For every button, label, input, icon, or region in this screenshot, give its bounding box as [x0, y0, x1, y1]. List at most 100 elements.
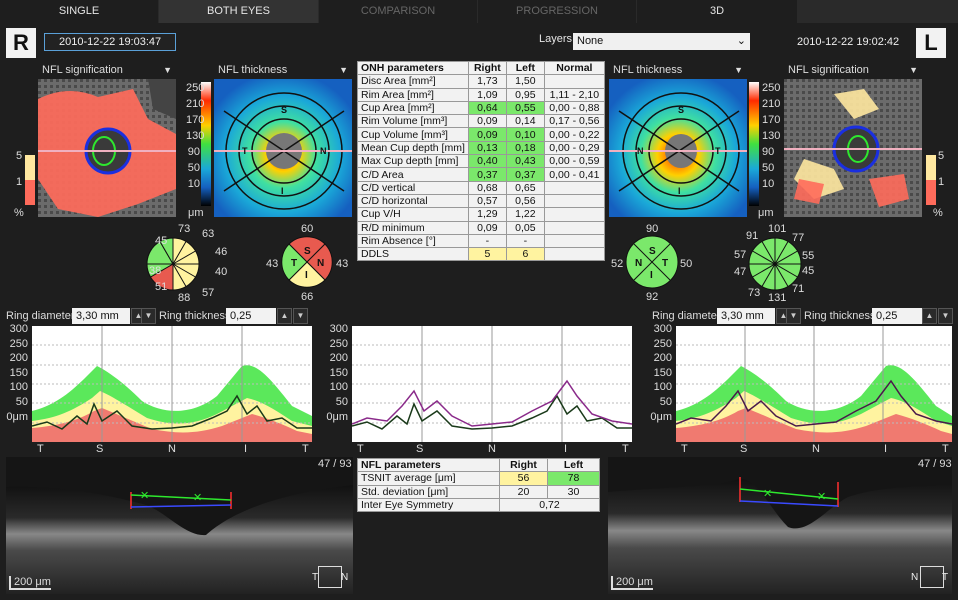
left-nfl-signification-dropdown[interactable]: NFL signification ▼	[784, 62, 922, 78]
ring-diameter-input[interactable]: 3,30 mm	[717, 308, 775, 324]
ring-thickness-up[interactable]: ▲	[277, 308, 292, 324]
x-tick: N	[168, 443, 176, 455]
cell: 0,40	[467, 154, 507, 169]
ring-diameter-down[interactable]: ▼	[786, 308, 801, 324]
sig-scale-1: 1	[16, 176, 23, 188]
cell: 0,00 - 0,88	[543, 100, 605, 116]
y-tick: 300	[329, 323, 348, 335]
sig-scale-percent: %	[14, 207, 24, 219]
y-tick: 0μm	[650, 410, 672, 423]
cell: 1,50	[505, 74, 545, 89]
layers-select[interactable]: None ⌄	[573, 33, 750, 50]
y-tick: 100	[653, 381, 672, 394]
y-tick: 200	[9, 352, 28, 365]
quad-value-i: 66	[301, 291, 313, 303]
y-tick: 0μm	[6, 410, 28, 423]
right-oct-direction-box	[318, 566, 342, 588]
sig-scale-5: 5	[16, 150, 23, 162]
x-tick: T	[37, 443, 44, 455]
cell: R/D minimum	[357, 220, 469, 235]
quad-label-i: I	[678, 186, 681, 196]
cell	[543, 247, 605, 262]
direction-label: T	[312, 572, 319, 583]
quad-value-t: 50	[680, 258, 692, 270]
quad-value-s: 90	[646, 223, 658, 235]
thickness-color-scale	[201, 82, 211, 206]
cell	[543, 207, 605, 222]
y-tick: 100	[329, 381, 348, 394]
cell: 30	[547, 484, 600, 499]
cell: 78	[547, 471, 600, 486]
quad-label-n: N	[637, 146, 644, 156]
cell: 0,55	[505, 100, 545, 116]
tab-both-eyes[interactable]: BOTH EYES	[159, 0, 318, 23]
left-nfl-thickness-dropdown[interactable]: NFL thickness ▼	[609, 62, 747, 78]
nfl-header-right: Right	[499, 457, 548, 473]
cell: 0,00 - 0,29	[543, 140, 605, 156]
cell: 0,57	[467, 193, 507, 209]
left-oct-page: 47 / 93	[918, 458, 952, 470]
cell: Cup V/H	[357, 207, 469, 222]
chevron-down-icon: ▼	[734, 65, 743, 75]
ring-diameter-label: Ring diameter	[652, 310, 721, 322]
dropdown-label: NFL signification	[788, 64, 869, 76]
ring-thickness-input[interactable]: 0,25 mm	[872, 308, 922, 338]
nfl-parameters-table: NFL parameters Right Left TSNIT average [μ…	[357, 457, 600, 513]
thick-scale-170: 170	[186, 114, 205, 126]
cell: C/D vertical	[357, 180, 469, 195]
cell: 6	[505, 247, 545, 262]
x-tick: T	[942, 443, 949, 455]
y-tick: 150	[9, 366, 28, 379]
quad-label-i: I	[650, 270, 653, 281]
cell	[543, 220, 605, 235]
table-row: Std. deviation [μm] 20 30	[357, 484, 600, 499]
graph-y-axis-left: 300 250 200 150 100 50 0μm	[642, 322, 672, 424]
onh-parameters-table: ONH parameters Right Left Normal Disc Area …	[357, 60, 605, 262]
ring-thickness-up[interactable]: ▲	[922, 308, 937, 324]
cell: 0,43	[505, 154, 545, 169]
ring-thickness-down[interactable]: ▼	[293, 308, 308, 324]
y-tick: 250	[329, 337, 348, 350]
thick-scale-170: 170	[762, 114, 781, 126]
left-eye-indicator: L	[916, 28, 946, 58]
x-tick: T	[357, 443, 364, 455]
right-exam-datetime[interactable]: 2010-12-22 19:03:47	[44, 33, 177, 51]
tab-comparison: COMPARISON	[319, 0, 477, 23]
right-thickness-scale-labels: 250 210 170 130 90 50 10	[186, 80, 205, 192]
cell: Std. deviation [μm]	[357, 484, 500, 499]
cup-marker-icon: ✕	[763, 488, 772, 500]
x-tick: S	[740, 443, 748, 455]
ring-diameter-input[interactable]: 3,30 mm	[72, 308, 130, 324]
cup-marker-icon: ✕	[140, 490, 149, 502]
x-tick: S	[96, 443, 104, 455]
chevron-down-icon: ⌄	[736, 35, 746, 47]
table-row: Rim Absence [°] - -	[357, 233, 605, 249]
x-tick: I	[564, 443, 568, 455]
ring-thickness-down[interactable]: ▼	[938, 308, 953, 324]
cell: 0,18	[505, 140, 545, 156]
right-nfl-thickness-dropdown[interactable]: NFL thickness ▼	[214, 62, 352, 78]
cell: 5	[467, 247, 507, 262]
quad-label-i: I	[305, 270, 308, 281]
ring-thickness-label: Ring thickness	[804, 310, 876, 322]
sector-value: 45	[155, 235, 167, 247]
ring-thickness-label: Ring thickness	[159, 310, 231, 322]
thick-scale-130: 130	[186, 130, 205, 142]
left-thickness-map: S I N T	[609, 79, 747, 217]
cell: DDLS	[357, 247, 469, 262]
tab-3d[interactable]: 3D	[637, 0, 797, 23]
ring-thickness-input[interactable]: 0,25 mm	[226, 308, 276, 338]
cell: Rim Area [mm²]	[357, 87, 469, 102]
thickness-color-scale	[749, 82, 759, 206]
tab-single[interactable]: SINGLE	[0, 0, 158, 23]
ring-diameter-down[interactable]: ▼	[141, 308, 156, 324]
right-nfl-signification-dropdown[interactable]: NFL signification ▼	[38, 62, 176, 78]
cell: 0,10	[505, 127, 545, 142]
sector-value: 47	[734, 266, 746, 278]
thick-scale-10: 10	[187, 178, 200, 190]
quad-label-i: I	[281, 186, 284, 196]
thick-scale-unit: μm	[758, 207, 774, 219]
x-tick: I	[884, 443, 888, 455]
table-row: Cup V/H 1,29 1,22	[357, 207, 605, 222]
thick-scale-50: 50	[762, 162, 775, 174]
